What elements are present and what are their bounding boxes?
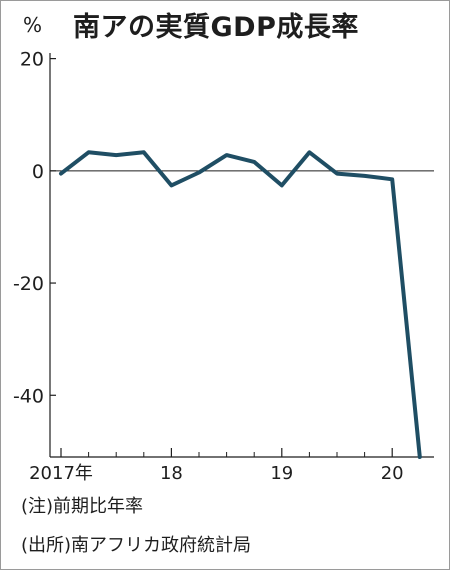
x-tick-label: 19 bbox=[270, 463, 293, 481]
source-note: (出所)南アフリカ政府統計局 bbox=[21, 535, 252, 556]
y-tick-label: 20 bbox=[20, 49, 44, 71]
footnote: (注)前期比年率 bbox=[21, 496, 144, 517]
x-tick-label: 20 bbox=[381, 463, 404, 481]
y-tick-label: -20 bbox=[13, 273, 44, 295]
y-tick-label: -40 bbox=[13, 385, 44, 407]
line-chart: 20 0 -20 -40 2017年 18 19 20 bbox=[13, 49, 434, 481]
x-tick-label: 18 bbox=[160, 463, 183, 481]
y-tick-label: 0 bbox=[32, 161, 44, 183]
x-tick-label: 2017年 bbox=[29, 463, 93, 481]
gdp-growth-line bbox=[59, 150, 422, 459]
chart-title: 南アの実質GDP成長率 bbox=[73, 12, 359, 43]
y-unit-label: % bbox=[23, 13, 43, 37]
